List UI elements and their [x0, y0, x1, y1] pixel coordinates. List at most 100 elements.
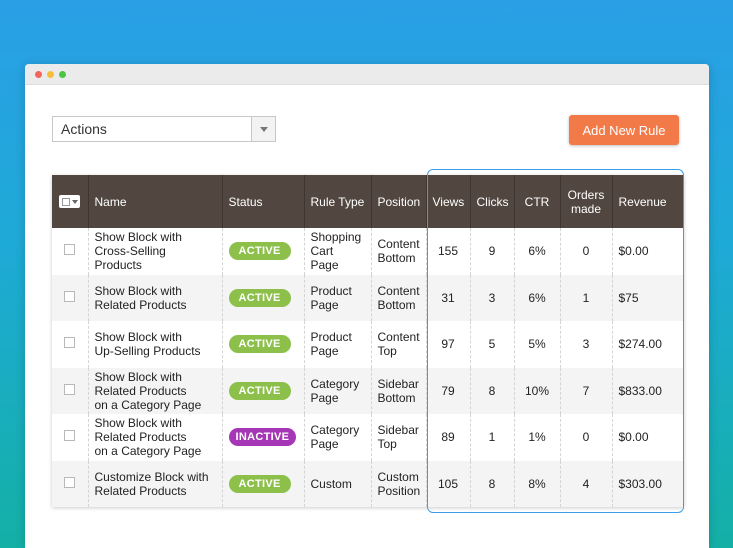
row-checkbox[interactable]	[64, 244, 76, 256]
revenue-cell: $833.00	[612, 367, 684, 414]
rule-name-line: Show Block with	[94, 416, 182, 431]
row-checkbox[interactable]	[64, 430, 76, 442]
header-orders-line2: made	[570, 201, 602, 216]
clicks-cell: 9	[470, 228, 515, 275]
table-row[interactable]: Show Block with Related Products on a Cate…	[52, 414, 684, 461]
status-badge[interactable]: ACTIVE	[228, 288, 291, 307]
clicks-cell: 3	[470, 274, 515, 321]
row-checkbox[interactable]	[64, 337, 76, 349]
row-select-cell	[52, 321, 89, 368]
position-line: Position	[377, 483, 421, 498]
header-name[interactable]: Name	[88, 175, 223, 228]
rule-type-line: Page	[310, 390, 339, 405]
close-window-button[interactable]	[35, 71, 42, 78]
table-row[interactable]: Show Block with Related Products ACTIVE Pro…	[52, 274, 684, 321]
clicks-cell: 8	[470, 367, 515, 414]
rule-name-line: Related Products	[94, 297, 187, 312]
position-line: Content	[377, 330, 420, 345]
table-row[interactable]: Customize Block with Related Products ACTI…	[52, 460, 684, 507]
rule-name-cell[interactable]: Show Block with Cross-Selling Products	[88, 228, 223, 275]
rule-type-line: Page	[310, 437, 339, 452]
rule-name-line: Show Block with	[94, 283, 182, 298]
status-badge[interactable]: ACTIVE	[228, 242, 291, 261]
rule-type-line: Shopping	[310, 230, 362, 245]
status-cell: ACTIVE	[222, 228, 305, 275]
rule-name-cell[interactable]: Show Block with Related Products	[88, 274, 223, 321]
status-badge[interactable]: ACTIVE	[228, 381, 291, 400]
table-row[interactable]: Show Block with Up-Selling Products ACTIVE…	[52, 321, 684, 368]
header-rule-type[interactable]: Rule Type	[304, 175, 372, 228]
chevron-down-icon	[71, 199, 78, 204]
select-all-checkbox[interactable]	[59, 195, 81, 208]
header-ctr[interactable]: CTR	[514, 175, 561, 228]
position-line: Sidebar	[377, 376, 419, 391]
position-cell: Content Top	[371, 321, 427, 368]
row-checkbox[interactable]	[64, 476, 76, 488]
orders-cell: 1	[560, 274, 613, 321]
rule-type-cell: Custom	[304, 460, 372, 507]
status-badge[interactable]: INACTIVE	[228, 428, 297, 447]
orders-cell: 0	[560, 414, 613, 461]
rule-type-line: Product	[310, 330, 352, 345]
position-line: Bottom	[377, 297, 416, 312]
orders-cell: 4	[560, 460, 613, 507]
position-line: Content	[377, 237, 420, 252]
select-all-header	[52, 175, 89, 228]
clicks-cell: 1	[470, 414, 515, 461]
ctr-cell: 6%	[514, 228, 561, 275]
orders-cell: 3	[560, 321, 613, 368]
rule-type-line: Page	[310, 344, 339, 359]
checkbox-icon	[61, 197, 70, 206]
ctr-cell: 1%	[514, 414, 561, 461]
rule-name-line: Up-Selling Products	[94, 344, 201, 359]
rule-name-cell[interactable]: Show Block with Related Products on a Cate…	[88, 414, 223, 461]
header-clicks[interactable]: Clicks	[470, 175, 515, 228]
rule-type-cell: Category Page	[304, 367, 372, 414]
position-line: Custom	[377, 469, 419, 484]
row-checkbox[interactable]	[64, 383, 76, 395]
actions-dropdown[interactable]: Actions	[52, 116, 276, 142]
revenue-cell: $0.00	[618, 244, 649, 259]
maximize-window-button[interactable]	[59, 71, 66, 78]
minimize-window-button[interactable]	[47, 71, 54, 78]
table-row[interactable]: Show Block with Cross-Selling Products ACTI…	[52, 228, 684, 275]
ctr-cell: 10%	[514, 367, 561, 414]
row-select-cell	[52, 414, 89, 461]
header-position[interactable]: Position	[371, 175, 427, 228]
rule-type-line: Custom	[310, 476, 352, 491]
header-orders-made[interactable]: Orders made	[560, 175, 613, 228]
position-cell: Sidebar Bottom	[371, 367, 427, 414]
add-new-rule-button[interactable]: Add New Rule	[569, 115, 679, 145]
header-status[interactable]: Status	[222, 175, 305, 228]
position-cell: Content Bottom	[371, 274, 427, 321]
row-select-cell	[52, 460, 89, 507]
views-cell: 79	[426, 367, 471, 414]
rule-name-line: Show Block with	[94, 369, 182, 384]
status-cell: INACTIVE	[222, 414, 305, 461]
actions-dropdown-toggle[interactable]	[251, 117, 275, 141]
status-badge[interactable]: ACTIVE	[228, 335, 291, 354]
position-line: Top	[377, 344, 397, 359]
position-cell: Sidebar Top	[371, 414, 427, 461]
header-views[interactable]: Views	[426, 175, 471, 228]
views-cell: 155	[426, 228, 471, 275]
rule-name-cell[interactable]: Show Block with Related Products on a Cate…	[88, 367, 223, 414]
rule-name-line: Related Products	[94, 430, 187, 445]
rule-name-cell[interactable]: Show Block with Up-Selling Products	[88, 321, 223, 368]
status-badge[interactable]: ACTIVE	[228, 474, 291, 493]
rule-type-cell: Category Page	[304, 414, 372, 461]
views-cell: 97	[426, 321, 471, 368]
table-row[interactable]: Show Block with Related Products on a Cate…	[52, 367, 684, 414]
orders-cell: 7	[560, 367, 613, 414]
row-checkbox[interactable]	[64, 290, 76, 302]
revenue-cell: $0.00	[618, 430, 649, 445]
rule-type-line: Page	[310, 297, 339, 312]
rule-name-cell[interactable]: Customize Block with Related Products	[88, 460, 223, 507]
revenue-cell: $75	[612, 274, 684, 321]
rule-type-cell: Product Page	[304, 321, 372, 368]
rule-type-line: Cart	[310, 244, 334, 259]
chevron-down-icon	[259, 126, 268, 132]
rule-name-line: Related Products	[94, 383, 187, 398]
row-select-cell	[52, 228, 89, 275]
header-revenue[interactable]: Revenue	[612, 175, 684, 228]
